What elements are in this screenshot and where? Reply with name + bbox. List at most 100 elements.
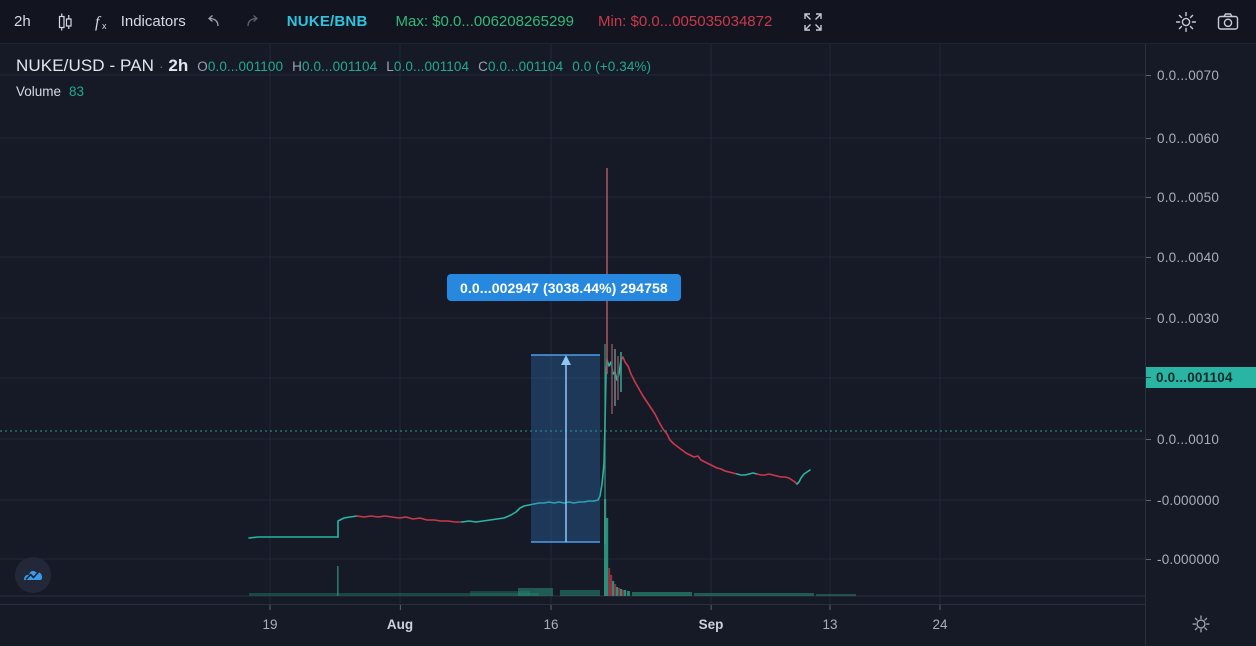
vertical-gridlines — [269, 44, 941, 604]
time-axis[interactable]: 19 Aug 16 Sep 13 24 — [0, 604, 1145, 646]
time-tick: 13 — [822, 605, 838, 632]
gear-icon — [1175, 11, 1197, 32]
price-tick-dash — [1146, 499, 1151, 501]
max-price-label: Max: $0.0...006208265299 — [395, 13, 574, 30]
chart-mountain-logo-icon — [24, 570, 43, 580]
legend-high: H0.0...001104 — [292, 59, 378, 74]
price-tick-dash — [1146, 256, 1151, 258]
price-axis[interactable]: 0.0...0070 0.0...0060 0.0...0050 0.0...0040… — [1146, 44, 1256, 604]
time-tick-mark — [269, 605, 271, 610]
price-tick: 0.0...0010 — [1146, 431, 1219, 447]
price-badge-dash — [1146, 377, 1151, 378]
chart-canvas — [0, 44, 1145, 604]
time-tick-mark — [399, 605, 401, 610]
measurement-overlay[interactable] — [531, 354, 600, 543]
price-tick-dash — [1146, 74, 1151, 76]
chart-legend: NUKE/USD - PAN · 2h O0.0...001100 H0.0..… — [16, 56, 651, 99]
legend-volume-row: Volume 83 — [16, 84, 651, 99]
redo-button[interactable] — [233, 0, 271, 44]
price-tick: -0.000000 — [1146, 551, 1220, 567]
time-tick: 24 — [932, 605, 948, 632]
fullscreen-expand-icon — [804, 12, 823, 31]
price-tick-dash — [1146, 558, 1151, 560]
measurement-tooltip: 0.0...002947 (3038.44%) 294758 — [447, 274, 681, 301]
fullscreen-button[interactable] — [784, 0, 833, 44]
price-tick: 0.0...0030 — [1146, 310, 1219, 326]
redo-arrow-icon — [247, 14, 258, 26]
volume-value: 83 — [69, 84, 85, 99]
chart-toolbar: 2h f x Indicators — [0, 0, 1256, 44]
indicators-button[interactable]: f x Indicators — [85, 0, 195, 44]
volume-label: Volume — [16, 84, 62, 99]
legend-pair[interactable]: NUKE/USD - PAN — [16, 56, 155, 75]
legend-main-row: NUKE/USD - PAN · 2h O0.0...001100 H0.0..… — [16, 56, 651, 76]
price-tick-dash — [1146, 196, 1151, 198]
legend-interval[interactable]: 2h — [168, 56, 189, 75]
symbol-label: NUKE/BNB — [286, 13, 368, 30]
symbol-pair[interactable]: NUKE/BNB — [271, 13, 384, 30]
screenshot-button[interactable] — [1207, 0, 1256, 44]
price-tick-label: 0.0...0050 — [1157, 189, 1220, 205]
price-tick: 0.0...0050 — [1146, 189, 1219, 205]
price-tick-label: 0.0...0060 — [1157, 130, 1220, 146]
price-tick-label: 0.0...0030 — [1157, 310, 1220, 326]
time-tick-mark — [550, 605, 552, 610]
max-price-stat: Max: $0.0...006208265299 — [384, 13, 586, 30]
pump-wicks — [604, 168, 622, 544]
axis-separator — [1145, 44, 1146, 646]
measurement-tooltip-text: 0.0...002947 (3038.44%) 294758 — [460, 279, 668, 296]
price-tick-label: -0.000000 — [1157, 551, 1220, 567]
svg-text:x: x — [102, 21, 107, 31]
indicators-label: Indicators — [120, 13, 186, 30]
time-tick-label: 24 — [932, 617, 948, 632]
time-tick-label: Sep — [698, 617, 724, 632]
time-tick: 16 — [543, 605, 559, 632]
price-line-series — [248, 356, 811, 539]
price-tick-label: -0.000000 — [1157, 492, 1220, 508]
undo-arrow-icon — [207, 14, 219, 26]
legend-change: 0.0 (+0.34%) — [572, 59, 652, 74]
price-tick: 0.0...0040 — [1146, 249, 1219, 265]
volume-bars — [249, 499, 856, 596]
price-tick: 0.0...0070 — [1146, 67, 1219, 83]
current-price-badge[interactable]: 0.0...001104 — [1146, 367, 1256, 388]
fx-icon: f x — [95, 14, 107, 31]
price-tick-dash — [1146, 137, 1151, 139]
price-tick-label: 0.0...0040 — [1157, 249, 1220, 265]
price-tick: 0.0...0060 — [1146, 130, 1219, 146]
interval-label: 2h — [14, 13, 31, 30]
price-tick: -0.000000 — [1146, 492, 1220, 508]
chart-settings-button[interactable] — [1165, 0, 1207, 44]
time-tick-mark — [939, 605, 941, 610]
candlestick-icon — [58, 13, 72, 30]
time-tick-mark — [829, 605, 831, 610]
chart-plot-area[interactable] — [0, 44, 1145, 604]
time-tick: Aug — [387, 605, 413, 632]
min-price-label: Min: $0.0...005035034872 — [598, 13, 773, 30]
price-tick-dash — [1146, 317, 1151, 319]
time-tick: 19 — [262, 605, 278, 632]
undo-button[interactable] — [195, 0, 233, 44]
app-logo[interactable] — [15, 557, 51, 593]
chart-type-button[interactable] — [45, 0, 85, 44]
current-price-value: 0.0...001104 — [1156, 370, 1233, 385]
horizontal-gridlines — [0, 74, 1145, 560]
time-tick: Sep — [698, 605, 724, 632]
chart-options-button[interactable] — [1188, 611, 1214, 637]
time-tick-label: Aug — [386, 617, 414, 632]
price-tick-label: 0.0...0010 — [1157, 431, 1220, 447]
time-tick-mark — [710, 605, 712, 610]
legend-close: C0.0...001104 — [478, 59, 564, 74]
svg-text:f: f — [95, 14, 102, 31]
time-tick-label: 13 — [822, 617, 838, 632]
min-price-stat: Min: $0.0...005035034872 — [586, 13, 784, 30]
sun-gear-icon — [1192, 615, 1210, 633]
measurement-up-arrow — [561, 355, 571, 365]
camera-icon — [1217, 12, 1239, 30]
time-tick-label: 19 — [262, 617, 278, 632]
legend-open: O0.0...001100 — [197, 59, 284, 74]
price-tick-dash — [1146, 438, 1151, 440]
interval-selector[interactable]: 2h — [0, 0, 45, 44]
time-tick-label: 16 — [543, 617, 559, 632]
